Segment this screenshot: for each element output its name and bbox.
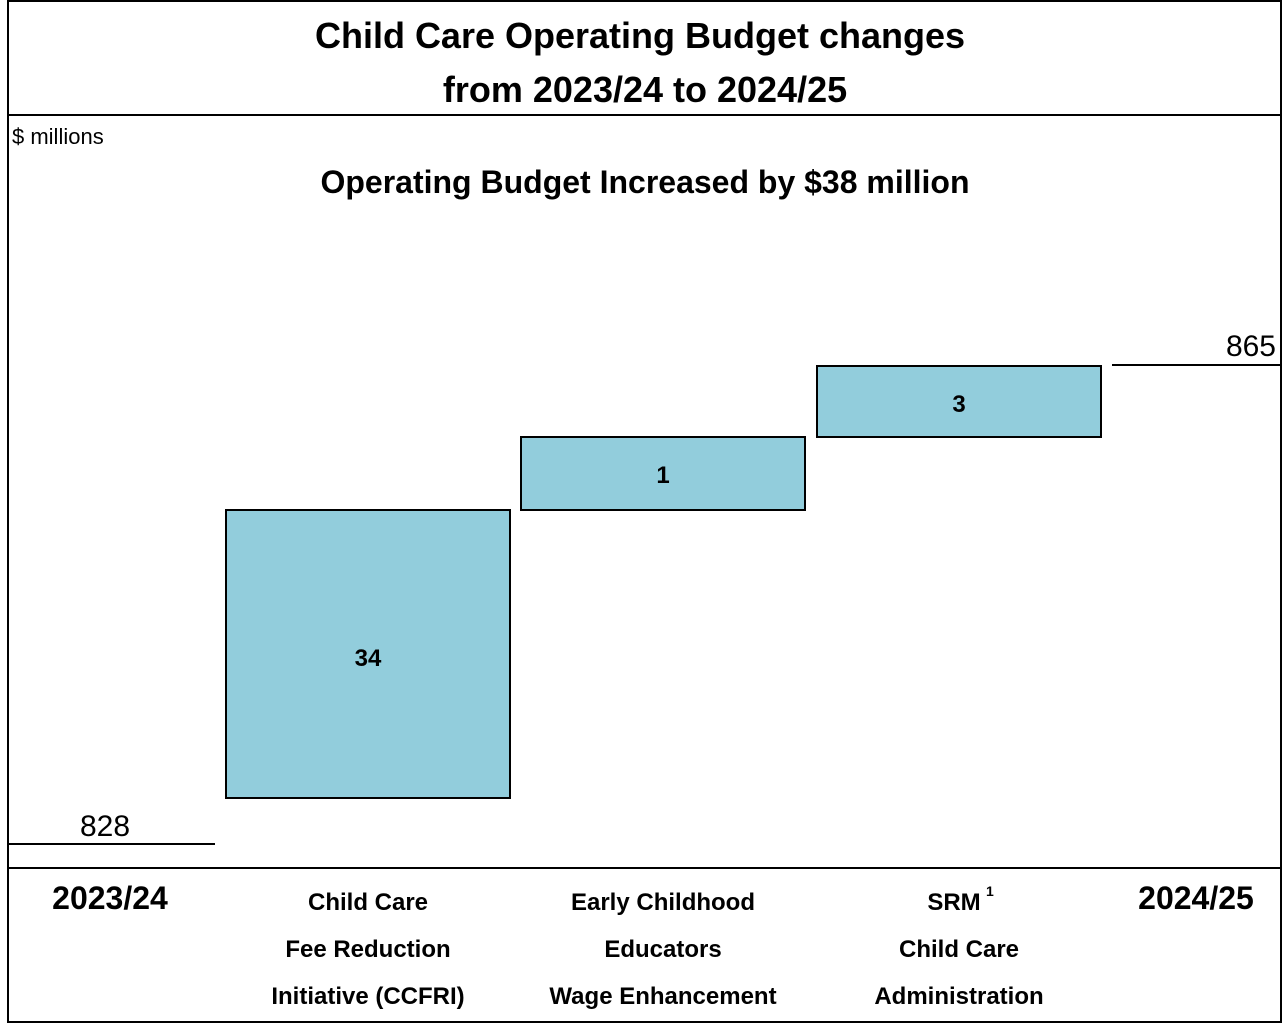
waterfall-bars xyxy=(225,365,1102,799)
end-value: 865 xyxy=(1226,330,1276,363)
category-ccfri-line2: Fee Reduction xyxy=(285,936,450,963)
category-ece-line2: Educators xyxy=(604,936,721,963)
category-srm-line1: SRM xyxy=(927,889,980,916)
bar-label-srm-admin: 3 xyxy=(952,391,965,418)
bar-ece-wage xyxy=(520,436,806,511)
bar-label-ece-wage: 1 xyxy=(656,462,669,489)
category-srm-line2: Child Care xyxy=(899,936,1019,963)
chart-border xyxy=(7,0,1282,1023)
chart-title-line2: from 2023/24 to 2024/25 xyxy=(443,69,847,110)
chart-title-line1: Child Care Operating Budget changes xyxy=(315,15,965,56)
bar-srm-admin xyxy=(816,365,1102,438)
end-category-label: 2024/25 xyxy=(1138,880,1254,916)
category-srm-line3: Administration xyxy=(874,983,1043,1010)
category-ece-line1: Early Childhood xyxy=(571,889,755,916)
start-category-label: 2023/24 xyxy=(52,880,168,916)
start-value: 828 xyxy=(80,810,130,843)
category-ccfri-line3: Initiative (CCFRI) xyxy=(271,983,464,1010)
chart-subtitle: Operating Budget Increased by $38 millio… xyxy=(320,164,969,200)
unit-label: $ millions xyxy=(12,124,104,149)
category-srm-footnote-marker: 1 xyxy=(986,883,994,899)
bar-label-ccfri: 34 xyxy=(355,645,382,672)
bar-ccfri xyxy=(225,509,511,799)
category-ccfri-line1: Child Care xyxy=(308,889,428,916)
category-ece-line3: Wage Enhancement xyxy=(549,983,776,1010)
